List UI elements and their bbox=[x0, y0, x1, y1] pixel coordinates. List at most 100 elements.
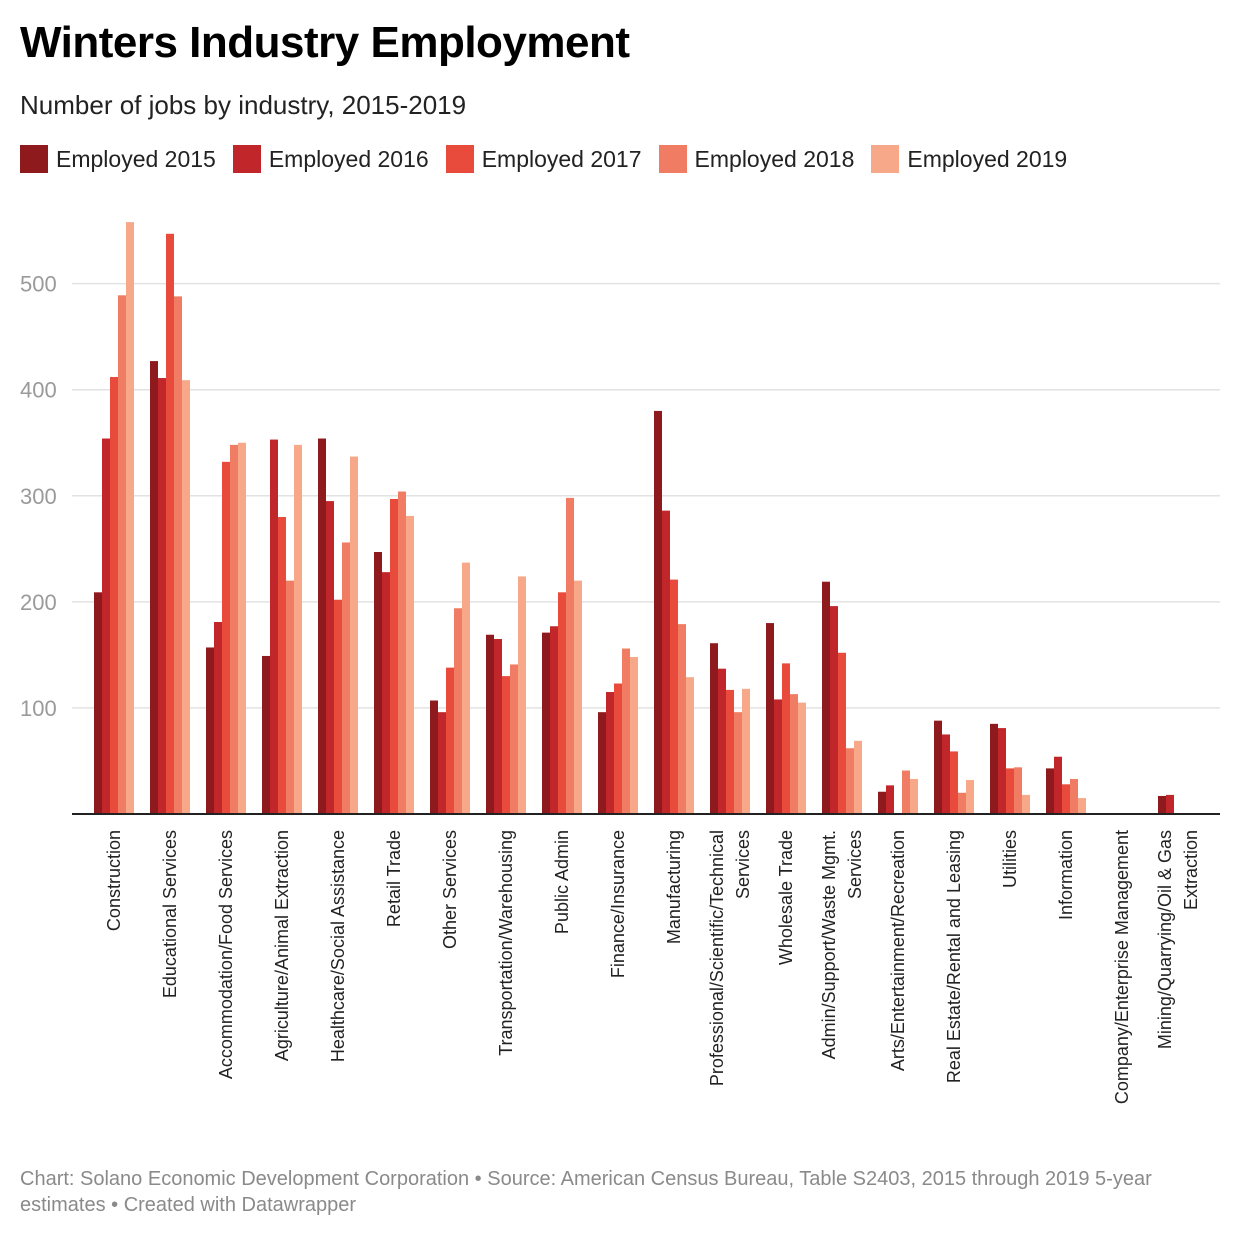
bar-employed-2016-0 bbox=[102, 438, 110, 814]
x-tick-label: Real Estate/Rental and Leasing bbox=[944, 830, 964, 1083]
bar-employed-2018-13 bbox=[846, 748, 854, 814]
legend: Employed 2015 Employed 2016 Employed 201… bbox=[20, 145, 1084, 173]
bar-employed-2015-1 bbox=[150, 361, 158, 814]
bar-employed-2019-8 bbox=[574, 580, 582, 814]
chart-footer: Chart: Solano Economic Development Corpo… bbox=[20, 1168, 1152, 1216]
bar-employed-2018-8 bbox=[566, 497, 574, 814]
bar-employed-2017-9 bbox=[614, 683, 622, 814]
bar-employed-2016-12 bbox=[774, 699, 782, 814]
bar-employed-2017-6 bbox=[446, 667, 454, 814]
bar-employed-2015-3 bbox=[262, 655, 270, 814]
bar-employed-2018-15 bbox=[958, 792, 966, 814]
bar-employed-2015-16 bbox=[990, 723, 998, 814]
legend-item-2018: Employed 2018 bbox=[658, 145, 855, 173]
bar-employed-2016-2 bbox=[214, 622, 222, 814]
bar-employed-2016-11 bbox=[718, 668, 726, 814]
bar-employed-2017-5 bbox=[390, 498, 398, 814]
bar-employed-2018-0 bbox=[118, 295, 126, 815]
legend-item-2016: Employed 2016 bbox=[232, 145, 429, 173]
bar-employed-2018-4 bbox=[342, 542, 350, 814]
bar-employed-2015-11 bbox=[710, 643, 718, 814]
legend-label-2017: Employed 2017 bbox=[481, 145, 642, 172]
bar-employed-2019-14 bbox=[910, 778, 918, 814]
x-tick-label: Public Admin bbox=[552, 830, 572, 934]
bar-employed-2019-10 bbox=[686, 677, 694, 814]
chart-title: Winters Industry Employment bbox=[20, 18, 630, 67]
bar-employed-2018-14 bbox=[902, 770, 910, 814]
bar-employed-2016-19 bbox=[1166, 794, 1174, 814]
bar-employed-2019-6 bbox=[462, 562, 470, 814]
bar-employed-2017-16 bbox=[1006, 768, 1014, 814]
x-tick-label: Manufacturing bbox=[664, 830, 684, 944]
bar-employed-2019-17 bbox=[1078, 798, 1086, 814]
x-tick-label: Services bbox=[845, 830, 865, 899]
bar-employed-2016-5 bbox=[382, 572, 390, 814]
x-tick-label: Mining/Quarrying/Oil & Gas bbox=[1155, 830, 1175, 1049]
bar-employed-2019-2 bbox=[238, 442, 246, 814]
bar-employed-2015-17 bbox=[1046, 768, 1054, 814]
bar-employed-2017-8 bbox=[558, 592, 566, 814]
legend-swatch-2016 bbox=[232, 145, 261, 173]
legend-item-2015: Employed 2015 bbox=[20, 145, 216, 173]
bar-employed-2016-14 bbox=[886, 785, 894, 814]
bar-employed-2019-15 bbox=[966, 780, 974, 814]
bar-employed-2019-12 bbox=[798, 702, 806, 814]
x-tick-label: Company/Enterprise Management bbox=[1112, 830, 1132, 1104]
bar-employed-2015-6 bbox=[430, 700, 438, 814]
bar-employed-2018-3 bbox=[286, 580, 294, 814]
bar-employed-2017-11 bbox=[726, 689, 734, 814]
legend-swatch-2019 bbox=[871, 145, 900, 173]
bar-employed-2016-6 bbox=[438, 712, 446, 814]
bar-employed-2018-2 bbox=[230, 444, 238, 814]
bar-employed-2015-19 bbox=[1158, 795, 1166, 814]
legend-label-2019: Employed 2019 bbox=[907, 145, 1068, 172]
bar-employed-2016-3 bbox=[270, 439, 278, 814]
bar-employed-2019-16 bbox=[1022, 794, 1030, 814]
legend-label-2016: Employed 2016 bbox=[268, 145, 429, 172]
bar-employed-2015-7 bbox=[486, 634, 494, 814]
bar-employed-2017-17 bbox=[1062, 784, 1070, 814]
bar-employed-2019-11 bbox=[742, 688, 750, 814]
bar-employed-2019-3 bbox=[294, 444, 302, 814]
x-tick-label: Transportation/Warehousing bbox=[496, 830, 516, 1056]
bar-employed-2018-10 bbox=[678, 624, 686, 814]
bar-employed-2017-13 bbox=[838, 652, 846, 814]
bar-employed-2019-9 bbox=[630, 657, 638, 814]
legend-swatch-2018 bbox=[658, 145, 687, 173]
legend-label-2018: Employed 2018 bbox=[694, 145, 855, 172]
bar-employed-2017-1 bbox=[166, 233, 174, 814]
bar-employed-2017-3 bbox=[278, 517, 286, 814]
legend-swatch-2015 bbox=[20, 145, 48, 173]
bar-employed-2019-0 bbox=[126, 222, 134, 814]
bar-employed-2015-8 bbox=[542, 632, 550, 814]
x-tick-label: Other Services bbox=[440, 830, 460, 949]
y-tick-label: 300 bbox=[20, 484, 57, 509]
x-tick-label: Information bbox=[1056, 830, 1076, 920]
bar-employed-2015-0 bbox=[94, 592, 102, 814]
legend-label-2015: Employed 2015 bbox=[56, 145, 216, 172]
bar-employed-2019-1 bbox=[182, 380, 190, 814]
x-tick-label: Construction bbox=[104, 830, 124, 931]
bar-employed-2018-7 bbox=[510, 664, 518, 814]
y-tick-label: 100 bbox=[20, 696, 57, 721]
bar-employed-2015-13 bbox=[822, 581, 830, 814]
bar-employed-2019-4 bbox=[350, 456, 358, 814]
x-tick-label: Educational Services bbox=[160, 830, 180, 998]
bar-employed-2017-0 bbox=[110, 376, 118, 814]
bar-employed-2018-16 bbox=[1014, 767, 1022, 814]
bar-employed-2018-17 bbox=[1070, 778, 1078, 814]
x-tick-label: Professional/Scientific/Technical bbox=[707, 830, 727, 1086]
x-tick-label: Accommodation/Food Services bbox=[216, 830, 236, 1079]
x-tick-label: Finance/Insurance bbox=[608, 830, 628, 978]
bar-employed-2015-9 bbox=[598, 712, 606, 814]
bar-employed-2017-15 bbox=[950, 751, 958, 814]
x-tick-label: Utilities bbox=[1000, 830, 1020, 888]
bar-employed-2016-16 bbox=[998, 728, 1006, 814]
bar-employed-2017-10 bbox=[670, 579, 678, 814]
x-tick-label: Admin/Support/Waste Mgmt. bbox=[819, 830, 839, 1059]
x-tick-label: Services bbox=[733, 830, 753, 899]
bar-employed-2015-15 bbox=[934, 720, 942, 814]
bar-employed-2018-6 bbox=[454, 608, 462, 814]
x-tick-label: Extraction bbox=[1181, 830, 1201, 910]
bar-employed-2016-17 bbox=[1054, 756, 1062, 814]
